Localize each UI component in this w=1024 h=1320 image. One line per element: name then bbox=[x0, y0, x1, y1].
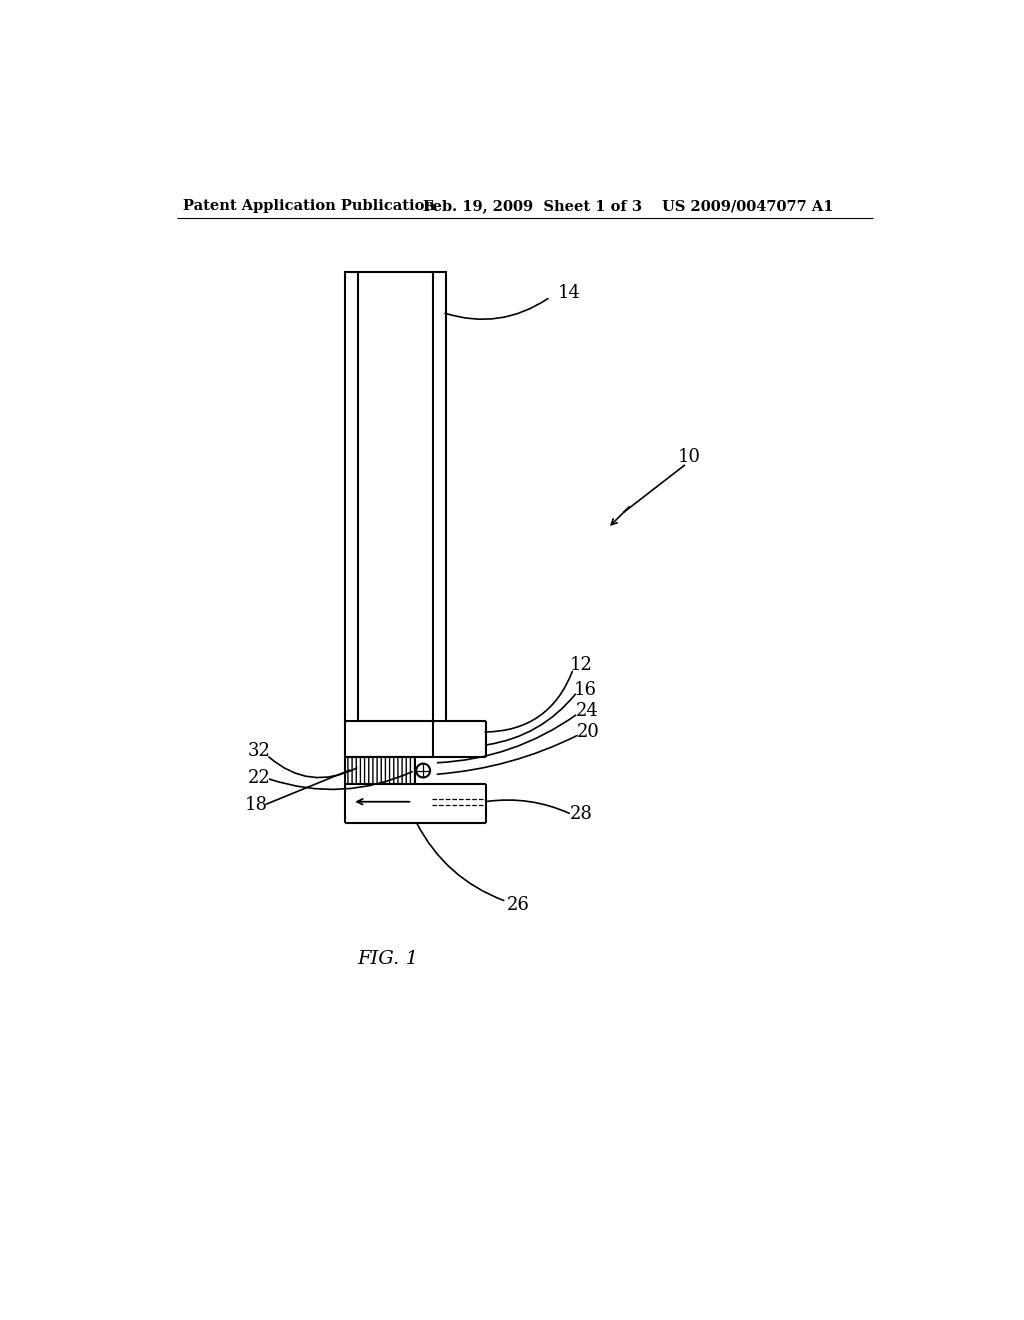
Text: 20: 20 bbox=[578, 723, 600, 741]
Text: US 2009/0047077 A1: US 2009/0047077 A1 bbox=[662, 199, 834, 213]
Text: 26: 26 bbox=[506, 896, 529, 915]
Text: 28: 28 bbox=[569, 805, 592, 824]
Bar bbox=[345, 272, 446, 721]
Text: 12: 12 bbox=[569, 656, 592, 675]
Text: Patent Application Publication: Patent Application Publication bbox=[183, 199, 435, 213]
Text: Feb. 19, 2009  Sheet 1 of 3: Feb. 19, 2009 Sheet 1 of 3 bbox=[423, 199, 642, 213]
Text: FIG. 1: FIG. 1 bbox=[357, 950, 419, 968]
Text: 10: 10 bbox=[677, 449, 700, 466]
Text: 14: 14 bbox=[558, 284, 581, 302]
Bar bbox=[345, 758, 416, 784]
Text: 24: 24 bbox=[575, 702, 598, 721]
Text: 18: 18 bbox=[245, 796, 267, 814]
Text: 22: 22 bbox=[248, 770, 270, 787]
Text: 32: 32 bbox=[248, 742, 270, 760]
Text: 16: 16 bbox=[573, 681, 596, 698]
